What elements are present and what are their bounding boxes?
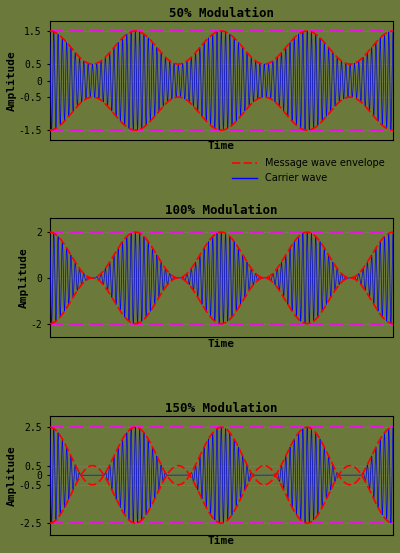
Title: 150% Modulation: 150% Modulation: [165, 401, 278, 415]
Title: 50% Modulation: 50% Modulation: [169, 7, 274, 20]
X-axis label: Time: Time: [208, 339, 235, 349]
Title: 100% Modulation: 100% Modulation: [165, 204, 278, 217]
Y-axis label: Amplitude: Amplitude: [7, 445, 17, 505]
X-axis label: Time: Time: [208, 142, 235, 152]
Legend: Message wave envelope, Carrier wave: Message wave envelope, Carrier wave: [228, 154, 388, 187]
X-axis label: Time: Time: [208, 536, 235, 546]
Y-axis label: Amplitude: Amplitude: [19, 248, 29, 308]
Y-axis label: Amplitude: Amplitude: [7, 50, 17, 111]
